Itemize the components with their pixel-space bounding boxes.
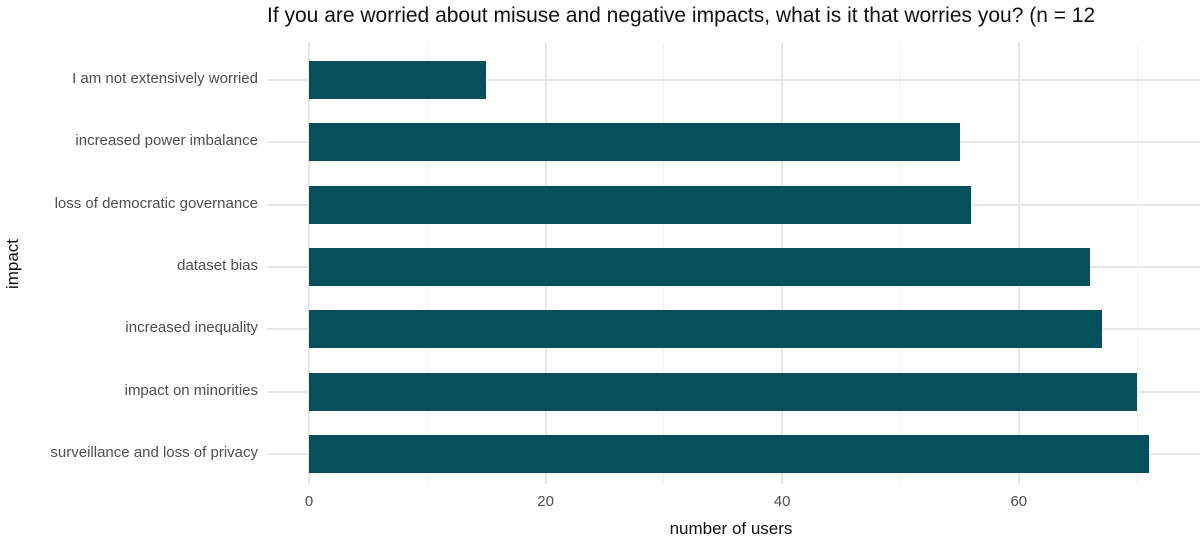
bar-increased-power-imbalance [309, 123, 960, 162]
bar-impact-on-minorities [309, 372, 1138, 411]
minor-gridline [1136, 42, 1138, 484]
row-gridline [267, 79, 1200, 81]
y-tick-label: impact on minorities [124, 381, 258, 399]
y-tick-label: increased inequality [125, 319, 258, 337]
x-tick-label: 20 [537, 493, 554, 510]
y-tick-label: loss of democratic governance [54, 194, 258, 212]
y-tick-label: increased power imbalance [75, 132, 258, 150]
bar-loss-of-democratic-governance [309, 185, 972, 224]
bar-increased-inequality [309, 310, 1102, 349]
x-axis-title: number of users [669, 519, 793, 538]
x-tick-label: 0 [304, 493, 314, 510]
x-tick-label: 40 [773, 493, 791, 510]
y-tick-label: dataset bias [177, 256, 258, 274]
plot-panel [267, 42, 1200, 484]
bar-surveillance-and-loss-of-privacy [309, 434, 1149, 473]
x-tick-label: 60 [1010, 493, 1028, 510]
bar-dataset-bias [309, 247, 1090, 286]
chart-title: If you are worried about misuse and nega… [267, 4, 1096, 27]
bar-i-am-not-extensively-worried [309, 61, 487, 99]
y-tick-label: I am not extensively worried [72, 70, 258, 87]
y-tick-label: surveillance and loss of privacy [50, 443, 258, 461]
